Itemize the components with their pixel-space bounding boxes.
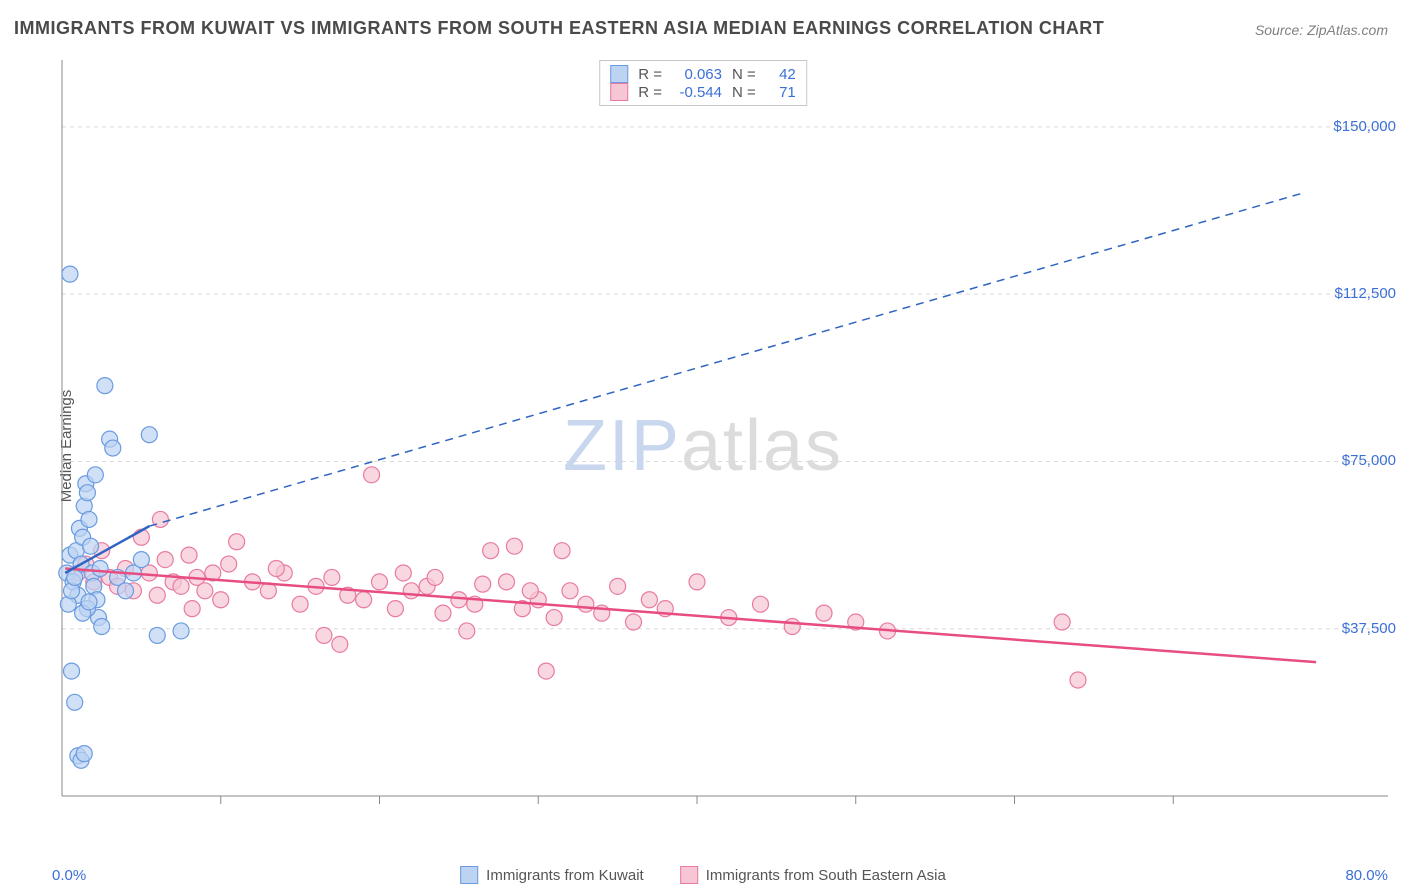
corr-row-sea: R = -0.544 N = 71 <box>610 83 796 101</box>
corr-n-label: N = <box>732 66 756 83</box>
corr-n-kuwait: 42 <box>766 66 796 83</box>
corr-r-label: R = <box>638 66 662 83</box>
corr-r-kuwait: 0.063 <box>672 66 722 83</box>
chart-title: IMMIGRANTS FROM KUWAIT VS IMMIGRANTS FRO… <box>14 18 1104 39</box>
legend-item-kuwait: Immigrants from Kuwait <box>460 866 644 884</box>
source-attribution: Source: ZipAtlas.com <box>1255 22 1388 38</box>
corr-n-sea: 71 <box>766 84 796 101</box>
y-tick-label: $112,500 <box>1335 285 1396 302</box>
corr-n-label: N = <box>732 84 756 101</box>
swatch-sea <box>680 866 698 884</box>
chart-svg <box>52 56 1388 824</box>
y-tick-label: $150,000 <box>1333 118 1396 135</box>
x-min-label: 0.0% <box>52 867 86 884</box>
corr-r-label: R = <box>638 84 662 101</box>
correlation-legend: R = 0.063 N = 42 R = -0.544 N = 71 <box>599 60 807 106</box>
corr-row-kuwait: R = 0.063 N = 42 <box>610 65 796 83</box>
legend-label-sea: Immigrants from South Eastern Asia <box>706 867 946 884</box>
legend-item-sea: Immigrants from South Eastern Asia <box>680 866 946 884</box>
swatch-sea <box>610 83 628 101</box>
swatch-kuwait <box>610 65 628 83</box>
x-max-label: 80.0% <box>1345 867 1388 884</box>
corr-r-sea: -0.544 <box>672 84 722 101</box>
y-tick-label: $37,500 <box>1342 620 1396 637</box>
legend-bottom: Immigrants from Kuwait Immigrants from S… <box>460 866 946 884</box>
legend-label-kuwait: Immigrants from Kuwait <box>486 867 644 884</box>
y-tick-label: $75,000 <box>1342 452 1396 469</box>
swatch-kuwait <box>460 866 478 884</box>
